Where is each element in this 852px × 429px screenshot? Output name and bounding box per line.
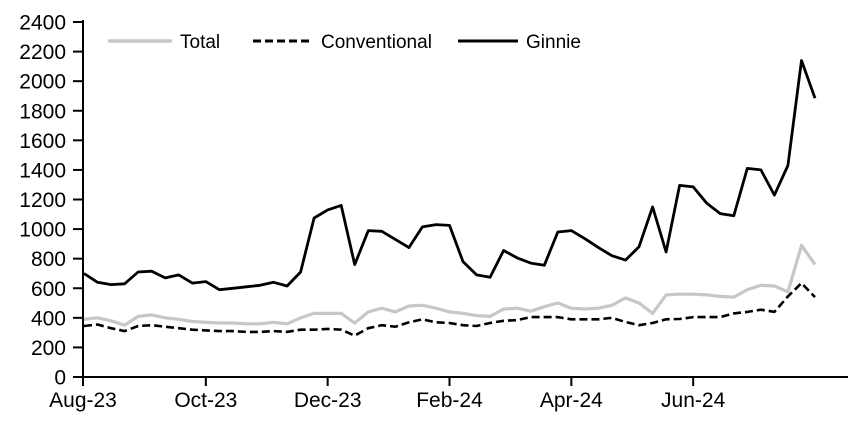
x-tick-label: Oct-23 xyxy=(174,389,237,412)
legend-label-ginnie: Ginnie xyxy=(526,32,581,53)
x-tick-label: Aug-23 xyxy=(49,389,117,412)
x-tick-label: Feb-24 xyxy=(416,389,483,412)
y-tick-label: 600 xyxy=(31,278,66,301)
y-tick-label: 2200 xyxy=(19,41,66,64)
y-tick-label: 800 xyxy=(31,248,66,271)
y-tick-label: 1000 xyxy=(19,219,66,242)
legend-label-conventional: Conventional xyxy=(321,32,432,53)
y-tick-label: 2400 xyxy=(19,12,66,35)
series-line-ginnie xyxy=(83,59,817,292)
x-tick-label: Apr-24 xyxy=(540,389,603,412)
y-tick-label: 1400 xyxy=(19,159,66,182)
x-tick-label: Dec-23 xyxy=(294,389,362,412)
y-tick-label: 0 xyxy=(54,367,66,390)
series-line-conventional xyxy=(83,281,816,337)
y-tick-label: 1800 xyxy=(19,100,66,123)
y-tick-label: 1600 xyxy=(19,130,66,153)
y-tick-label: 400 xyxy=(31,307,66,330)
y-tick-label: 200 xyxy=(31,337,66,360)
y-tick-label: 1200 xyxy=(19,189,66,212)
x-tick-label: Jun-24 xyxy=(661,389,726,412)
series-line-total xyxy=(83,243,817,327)
legend-label-total: Total xyxy=(180,32,220,53)
y-tick-label: 2000 xyxy=(19,71,66,94)
